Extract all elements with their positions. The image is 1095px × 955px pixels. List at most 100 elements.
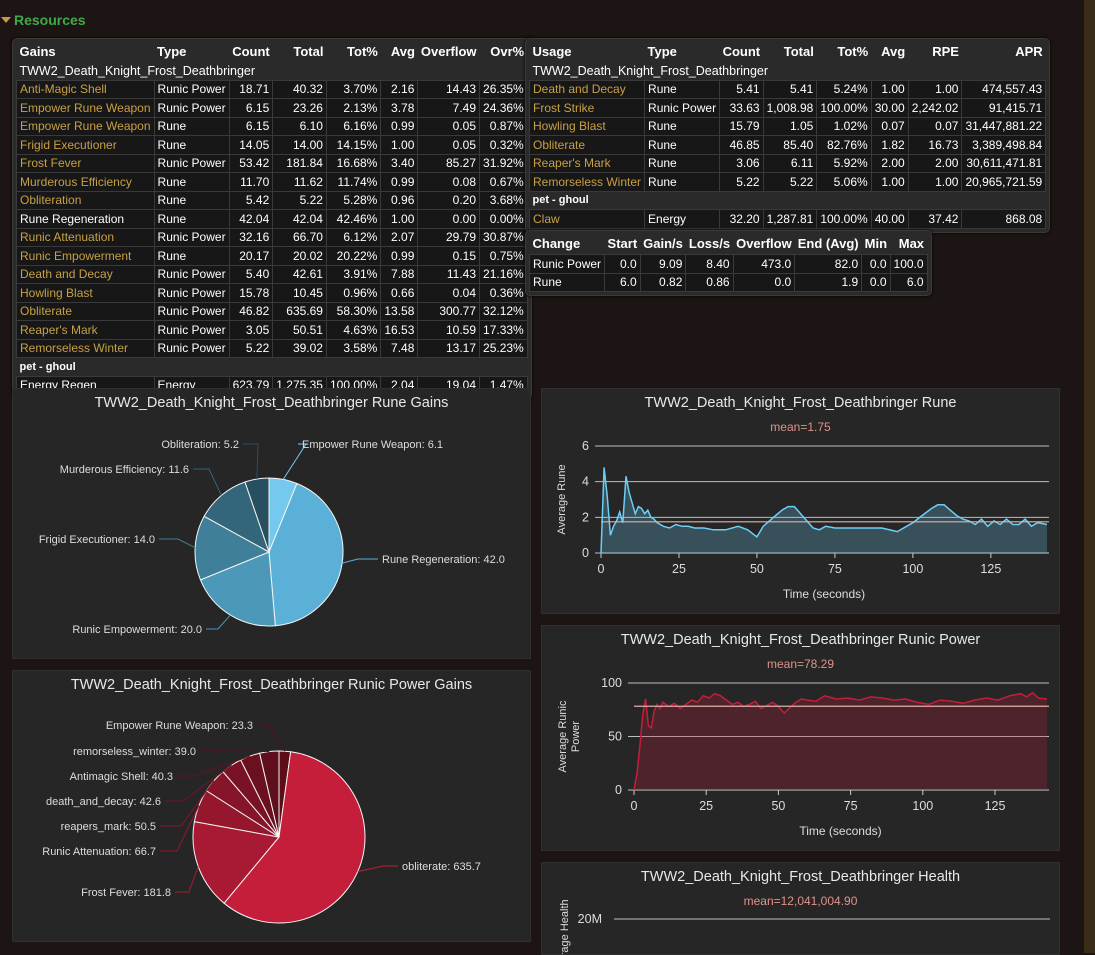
column-header[interactable]: Type bbox=[647, 44, 677, 59]
column-header[interactable]: Overflow bbox=[736, 236, 792, 251]
table-cell: Runic Power bbox=[153, 79, 230, 99]
table-cell: Runic Power bbox=[153, 320, 230, 340]
ability-link[interactable]: Runic Attenuation bbox=[16, 227, 155, 247]
x-tick-label: 25 bbox=[672, 562, 686, 576]
usage-table: Usage Type Count Total Tot% Avg RPE APR TWW2_Dea… bbox=[528, 42, 1047, 229]
column-header[interactable]: Change bbox=[532, 236, 581, 251]
ability-link[interactable]: Empower Rune Weapon bbox=[16, 98, 155, 118]
table-cell: 3.06 bbox=[719, 153, 764, 173]
table-cell: 3.68% bbox=[479, 190, 528, 210]
ability-link[interactable]: Death and Decay bbox=[16, 264, 155, 284]
series-line[interactable] bbox=[600, 467, 1048, 554]
ability-link[interactable]: Reaper's Mark bbox=[528, 153, 646, 173]
pet-row: pet - ghoul bbox=[16, 357, 528, 376]
gains-table-panel: Gains Type Count Total Tot% Avg Overflow Ovr% TW… bbox=[12, 38, 532, 399]
rune-timeline-chart: TWW2_Death_Knight_Frost_Deathbringer Run… bbox=[541, 388, 1060, 614]
table-cell: Rune bbox=[153, 209, 230, 229]
pet-row: pet - ghoul bbox=[529, 191, 1046, 210]
table-row: Howling Blast Rune 15.79 1.05 1.02% 0.07 0.07 3… bbox=[528, 116, 1047, 136]
ability-link[interactable]: Frost Strike bbox=[528, 98, 646, 118]
ability-link[interactable]: Reaper's Mark bbox=[16, 320, 155, 340]
ability-link[interactable]: Frigid Executioner bbox=[16, 135, 155, 155]
ability-link[interactable]: Anti-Magic Shell bbox=[16, 79, 155, 99]
column-header[interactable]: Loss/s bbox=[688, 236, 731, 251]
column-header[interactable]: Gain/s bbox=[643, 236, 683, 251]
column-header[interactable]: Max bbox=[898, 236, 925, 251]
column-header[interactable]: Tot% bbox=[347, 44, 378, 59]
pie-slice[interactable] bbox=[244, 477, 270, 553]
column-header[interactable]: Type bbox=[157, 44, 187, 59]
column-header[interactable]: Count bbox=[722, 44, 761, 59]
table-cell: 14.15% bbox=[325, 135, 382, 155]
column-header[interactable]: Ovr% bbox=[490, 44, 525, 59]
column-header[interactable]: Min bbox=[864, 236, 888, 251]
x-axis-label: Time (seconds) bbox=[783, 587, 865, 601]
ability-link[interactable]: Murderous Efficiency bbox=[16, 172, 155, 192]
table-cell: 11.70 bbox=[228, 172, 274, 192]
gains-table: Gains Type Count Total Tot% Avg Overflow Ovr% TW… bbox=[16, 42, 528, 395]
column-header[interactable]: APR bbox=[1015, 44, 1043, 59]
x-axis-label: Time (seconds) bbox=[799, 824, 881, 838]
table-cell: 25.23% bbox=[479, 338, 528, 358]
pie-slice[interactable] bbox=[223, 751, 366, 924]
ability-link[interactable]: Runic Empowerment bbox=[16, 246, 155, 266]
column-header[interactable]: Gains bbox=[19, 44, 56, 59]
ability-link[interactable]: Claw bbox=[528, 209, 646, 229]
column-header[interactable]: Total bbox=[293, 44, 324, 59]
ability-link[interactable]: Remorseless Winter bbox=[528, 172, 646, 192]
table-cell: 6.15 bbox=[228, 116, 274, 136]
column-header[interactable]: Usage bbox=[532, 44, 572, 59]
ability-link[interactable]: Howling Blast bbox=[16, 283, 155, 303]
page-scrollbar[interactable] bbox=[1084, 0, 1095, 953]
pie-slice[interactable] bbox=[194, 515, 271, 581]
table-cell: 14.43 bbox=[417, 79, 481, 99]
column-header[interactable]: Avg bbox=[390, 44, 415, 59]
y-tick-label: 4 bbox=[582, 475, 589, 489]
column-header[interactable]: Tot% bbox=[837, 44, 869, 59]
usage-table-panel: Usage Type Count Total Tot% Avg RPE APR TWW2_Dea… bbox=[525, 38, 1051, 233]
column-header[interactable]: Count bbox=[232, 44, 270, 59]
table-cell: 3.70% bbox=[325, 79, 382, 99]
ability-link[interactable]: Empower Rune Weapon bbox=[16, 116, 155, 136]
table-cell: 10.59 bbox=[417, 320, 481, 340]
table-cell: 6.10 bbox=[272, 116, 327, 136]
table-cell: 7.48 bbox=[380, 338, 419, 358]
ability-link[interactable]: Remorseless Winter bbox=[16, 338, 155, 358]
runic-power-timeline-plot: 0 50 100 0 25 50 75 100 125 Time (seconds) Average… bbox=[557, 676, 1049, 838]
table-cell: 82.76% bbox=[816, 135, 872, 155]
ability-link[interactable]: Obliterate bbox=[16, 301, 155, 321]
ability-link[interactable]: Death and Decay bbox=[528, 79, 646, 99]
column-header[interactable]: Overflow bbox=[420, 44, 477, 59]
column-header[interactable]: Start bbox=[607, 236, 638, 251]
column-header[interactable]: End (Avg) bbox=[797, 236, 859, 251]
column-header[interactable]: Avg bbox=[881, 44, 906, 59]
table-cell: 46.82 bbox=[228, 301, 274, 321]
table-cell: 5.22 bbox=[272, 190, 327, 210]
ability-link[interactable]: Obliteration bbox=[16, 190, 155, 210]
series-line[interactable] bbox=[633, 691, 1048, 791]
table-row: Frost Strike Runic Power 33.63 1,008.98 100.… bbox=[528, 98, 1047, 118]
pie-slice[interactable] bbox=[268, 482, 344, 627]
column-header[interactable]: Total bbox=[783, 44, 814, 59]
ability-link[interactable]: Howling Blast bbox=[528, 116, 646, 136]
table-cell: 82.0 bbox=[794, 254, 863, 274]
pie-leader-line bbox=[357, 865, 398, 873]
resources-section-toggle[interactable]: Resources bbox=[0, 11, 86, 29]
table-cell: Runic Power bbox=[644, 98, 721, 118]
table-cell: 0.99 bbox=[380, 246, 419, 266]
ability-link[interactable]: Frost Fever bbox=[16, 153, 155, 173]
table-cell: 30,611,471.81 bbox=[961, 153, 1047, 173]
table-cell: 14.05 bbox=[228, 135, 274, 155]
table-row: Death and Decay Runic Power 5.40 42.61 3.91%… bbox=[16, 264, 528, 284]
table-cell: 21.16% bbox=[479, 264, 528, 284]
pie-leader-line bbox=[165, 764, 232, 802]
table-cell: 23.26 bbox=[272, 98, 327, 118]
table-row: Empower Rune Weapon Runic Power 6.15 23.26 2… bbox=[16, 98, 528, 118]
table-cell: 33.63 bbox=[719, 98, 764, 118]
ability-link[interactable]: Obliterate bbox=[528, 135, 646, 155]
table-cell: 1.82 bbox=[870, 135, 909, 155]
runic-power-gains-chart: TWW2_Death_Knight_Frost_Deathbringer Run… bbox=[12, 670, 531, 942]
chart-title: TWW2_Death_Knight_Frost_Deathbringer Run… bbox=[70, 677, 473, 693]
column-header[interactable]: RPE bbox=[932, 44, 959, 59]
table-cell: Rune bbox=[153, 190, 230, 210]
